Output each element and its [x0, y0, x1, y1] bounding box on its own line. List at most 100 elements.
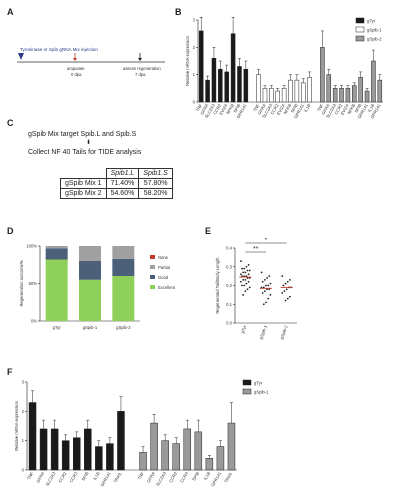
x-tick-label: TNF — [137, 471, 146, 481]
table-cell: gSpib Mix 2 — [60, 188, 107, 199]
data-point — [245, 275, 248, 278]
data-point — [266, 277, 268, 279]
data-point — [246, 277, 249, 279]
data-point — [242, 271, 245, 274]
x-tick-label: CCR2 — [212, 102, 222, 115]
y-tick-label: 0.4 — [226, 246, 232, 251]
table-cell: 57.80% — [138, 178, 173, 189]
x-tick-label: IL1B — [203, 471, 212, 481]
data-point — [261, 292, 264, 294]
y-axis-label: Regeneration outcome% — [19, 260, 24, 306]
bar — [358, 77, 363, 103]
x-tick-label: GFRA — [257, 103, 267, 116]
data-point — [245, 265, 248, 268]
x-tick-label: TNF — [26, 471, 35, 481]
data-point — [267, 284, 270, 287]
panel-label-a: A — [7, 7, 14, 17]
bar — [256, 74, 261, 103]
tide-table: Spib1.L Spib1.S gSpib Mix 1 71.40% 57.80… — [60, 168, 173, 199]
bar — [307, 77, 312, 103]
x-tick-label: CCR3 — [69, 470, 79, 483]
bar — [39, 428, 48, 471]
legend-label: None — [158, 255, 169, 260]
x-tick-label: SPIB — [81, 471, 90, 482]
bar — [106, 443, 114, 471]
x-tick-label: IL1B — [367, 103, 376, 113]
data-point — [264, 290, 266, 293]
bar — [377, 79, 383, 103]
y-tick-label: 3 — [193, 18, 196, 23]
panel-label-b: B — [175, 7, 182, 17]
data-point — [247, 273, 250, 276]
bar — [183, 428, 192, 471]
data-point — [246, 269, 249, 272]
x-tick-label: TNF — [252, 103, 261, 113]
bar — [275, 90, 280, 103]
y-tick-label: 0.0 — [226, 321, 232, 326]
data-point — [284, 282, 287, 285]
x-tick-label: GPR141 — [210, 470, 223, 487]
bar — [139, 452, 147, 471]
data-point — [243, 284, 246, 287]
data-point — [260, 271, 263, 274]
y-tick-label: 0 — [22, 468, 25, 473]
down-arrow-icon: ⬇ — [86, 140, 92, 146]
x-tick-label: EVI2A — [340, 103, 350, 116]
stacked-bar-segment — [45, 246, 68, 249]
legend-swatch — [150, 265, 155, 269]
x-tick-label: gTyr — [53, 325, 62, 330]
x-tick-label: CCR2 — [270, 102, 280, 115]
assess-day: 7 dpa — [135, 72, 146, 77]
x-tick-label: GFRA — [199, 103, 209, 116]
x-tick-label: SPIB — [353, 103, 362, 114]
bar — [371, 60, 376, 103]
bar — [224, 71, 229, 103]
data-point — [243, 267, 246, 270]
bar — [218, 68, 223, 103]
table-cell: gSpib Mix 1 — [60, 178, 107, 189]
bar — [211, 58, 217, 103]
bar — [326, 74, 332, 103]
bar — [84, 428, 92, 471]
bar — [172, 443, 180, 471]
data-point — [245, 282, 248, 285]
bar — [364, 90, 370, 103]
panel-label-f: F — [7, 367, 13, 377]
legend-swatch — [242, 388, 252, 395]
x-tick-label: SPIB — [232, 103, 241, 114]
panel-label-e: E — [205, 226, 212, 236]
x-tick-label: NFKB — [282, 103, 292, 115]
y-tick-label: 100% — [26, 244, 37, 249]
y-tick-label: 3 — [22, 380, 25, 385]
x-tick-label: TNF — [316, 103, 325, 113]
x-tick-label: SPIB — [290, 103, 299, 114]
bar — [230, 33, 236, 103]
data-point — [286, 297, 289, 300]
bar — [61, 440, 70, 471]
assess-arrowhead-icon — [138, 58, 142, 61]
bar — [339, 88, 344, 103]
x-tick-label: GFRA — [320, 103, 330, 116]
bar — [205, 79, 210, 103]
legend-swatch — [242, 379, 252, 386]
legend-label: Partial — [158, 265, 170, 270]
bar — [150, 422, 158, 471]
bar — [281, 88, 287, 103]
x-tick-label: EVI2A — [218, 103, 228, 116]
bar — [95, 446, 103, 471]
bar — [117, 411, 125, 471]
y-axis-label: Relative mRNA expression — [14, 400, 19, 450]
legend-swatch — [355, 26, 365, 33]
data-point — [244, 290, 247, 293]
bar — [50, 428, 59, 471]
data-point — [281, 292, 284, 294]
stacked-bar-segment — [112, 258, 135, 276]
data-point — [268, 288, 271, 291]
data-point — [262, 303, 265, 306]
table-header-cell — [60, 168, 107, 179]
bar — [227, 422, 236, 471]
x-tick-label: NFKB — [225, 103, 235, 115]
data-point — [286, 280, 289, 283]
legend-label: gTyr — [254, 381, 263, 386]
